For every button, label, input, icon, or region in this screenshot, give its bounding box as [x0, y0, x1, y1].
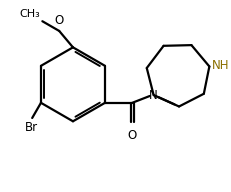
Text: O: O	[54, 14, 64, 27]
Text: N: N	[149, 89, 157, 102]
Text: O: O	[127, 129, 136, 142]
Text: Br: Br	[24, 121, 38, 134]
Text: CH₃: CH₃	[20, 9, 40, 19]
Text: NH: NH	[211, 59, 229, 72]
